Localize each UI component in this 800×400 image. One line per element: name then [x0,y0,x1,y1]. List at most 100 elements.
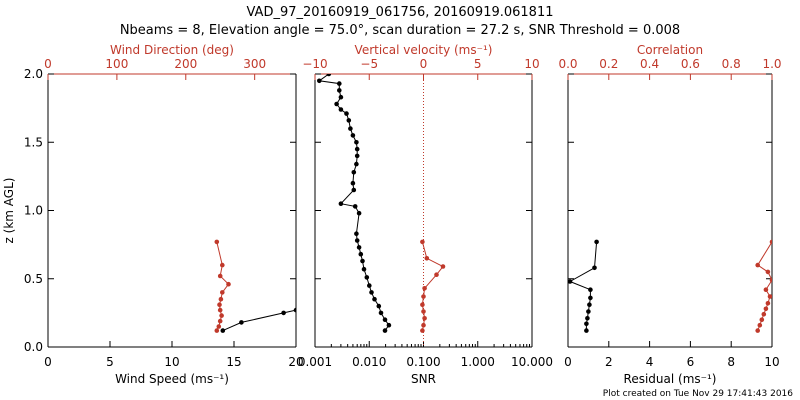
data-point-bottom [592,265,597,271]
data-point-bottom [334,101,339,107]
data-point-bottom [337,81,342,86]
x-top-tick-label: 0.2 [599,57,618,71]
data-point-top [226,281,231,287]
data-point-top [759,317,765,323]
x-bottom-tick-label: 8 [727,355,735,369]
data-point-top [216,324,222,329]
x-top-tick-label: −10 [302,57,327,71]
data-point-bottom [364,275,370,280]
x-top-tick-label: 5 [474,57,482,71]
data-point-bottom [351,170,357,175]
data-point-bottom [382,317,388,323]
x-bottom-tick-label: 0.100 [406,355,440,369]
data-point-bottom [351,187,357,193]
x-bottom-tick-label: 10 [164,355,179,369]
x-top-tick-label: −5 [360,57,378,71]
data-point-bottom [356,245,362,250]
panel-middle: 0.001 0.010 0.100 1.000 10.000 SNR −10 −5 0 5 10 Ve… [298,43,553,386]
data-point-top [755,262,760,268]
data-point-bottom [354,238,360,243]
data-point-bottom [354,153,360,159]
data-point-top [217,318,223,324]
data-point-bottom [376,303,382,309]
data-point-top [214,328,220,333]
data-point-bottom [587,302,592,308]
x-top-tick-label: 1.0 [762,57,781,71]
data-point-bottom [354,231,359,236]
data-point-bottom [338,94,344,100]
data-point-top [767,294,772,299]
x-bottom-tick-label: 0.010 [352,355,386,369]
series-line-bottom [317,74,390,331]
x-bottom-tick-label: 6 [687,355,695,369]
x-top-tick-label: 0 [44,57,52,71]
x-bottom-tick-label: 0 [44,355,52,369]
data-point-top [217,307,223,313]
data-point-top [420,302,425,308]
data-point-bottom [346,118,352,123]
data-point-bottom [367,283,372,288]
data-point-top [440,264,446,269]
data-point-bottom [350,180,356,186]
x-bottom-axis-label: Wind Speed (ms⁻¹) [115,372,229,386]
data-point-bottom [352,204,358,209]
x-top-tick-label: 0.4 [640,57,659,71]
x-top-tick-label: 10 [524,57,539,71]
data-point-bottom [594,239,599,245]
y-tick-label: 1.0 [24,204,43,218]
x-top-axis-label: Correlation [637,43,703,57]
data-point-bottom [354,140,359,145]
x-bottom-tick-label: 0.001 [298,355,332,369]
data-point-top [420,239,425,245]
data-point-bottom [356,210,362,216]
data-point-top [421,322,426,328]
x-bottom-tick-label: 10 [764,355,779,369]
data-point-top [220,262,225,268]
data-point-top [434,272,439,278]
x-bottom-tick-label: 10.000 [511,355,553,369]
data-point-bottom [586,309,591,314]
x-top-tick-label: 0.6 [681,57,700,71]
series-line-top [757,241,772,331]
data-point-top [218,296,224,302]
data-point-bottom [338,107,344,112]
x-top-tick-label: 100 [105,57,128,71]
data-point-bottom [348,126,353,131]
data-point-bottom [293,307,296,313]
data-point-bottom [239,320,244,325]
series-line-bottom [222,309,296,332]
x-top-axis-label: Wind Direction (deg) [110,43,234,57]
x-top-axis-label: Vertical velocity (ms⁻¹) [355,43,493,57]
data-point-top [769,277,772,283]
x-bottom-tick-label: 4 [646,355,654,369]
panel-right: 0 2 4 6 8 10 Residual (ms⁻¹) 0.0 0.2 0.4 0.6 0.8 1.0… [558,43,781,386]
data-point-top [217,273,223,279]
data-point-top [763,306,769,312]
data-point-top [421,309,426,314]
data-point-bottom [350,133,356,138]
chart-title: VAD_97_20160919_061756, 20160919.061811 [247,5,554,20]
data-point-bottom [317,78,322,84]
data-point-bottom [588,295,593,301]
y-tick-label: 0.0 [24,340,43,354]
x-bottom-tick-label: 0 [564,355,572,369]
x-top-tick-label: 0 [420,57,428,71]
data-point-top [757,322,763,328]
data-point-bottom [584,321,589,327]
data-point-top [214,239,220,245]
data-point-bottom [382,328,388,333]
data-point-top [422,316,427,321]
data-point-top [765,301,771,306]
data-point-top [420,328,425,333]
data-point-bottom [372,296,377,302]
data-point-bottom [585,316,590,321]
data-point-bottom [358,251,364,257]
data-point-bottom [354,146,360,152]
data-point-bottom [568,279,573,284]
data-point-top [761,311,767,317]
data-point-bottom [378,310,384,316]
data-point-top [217,302,222,308]
data-point-bottom [220,328,226,333]
